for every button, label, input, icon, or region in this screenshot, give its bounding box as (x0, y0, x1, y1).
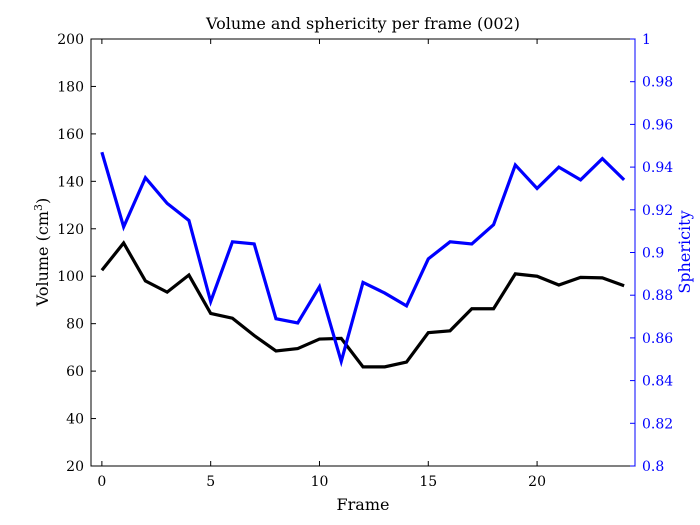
left-y-tick-label: 40 (66, 412, 84, 428)
x-tick-label: 20 (528, 474, 546, 490)
left-y-axis-label-main: Volume (cm (33, 211, 52, 307)
left-y-axis-label-suffix: ) (33, 198, 52, 204)
x-tick-label: 10 (311, 474, 329, 490)
right-y-tick-label: 0.82 (642, 416, 673, 432)
left-y-axis: 20 40 60 80 100 120 140 160 180 200 (57, 32, 96, 475)
plot-area (90, 38, 636, 467)
left-y-tick-label: 80 (66, 317, 84, 333)
x-tick-label: 5 (206, 474, 215, 490)
right-y-tick-label: 0.96 (642, 117, 673, 133)
right-y-tick-label: 0.92 (642, 203, 673, 219)
right-y-tick-label: 0.84 (642, 374, 673, 390)
right-y-tick-label: 1 (642, 32, 651, 48)
left-y-axis-label-superscript: 3 (32, 204, 45, 211)
left-y-tick-label: 60 (66, 364, 84, 380)
right-y-tick-label: 0.8 (642, 459, 664, 475)
chart-title: Volume and sphericity per frame (002) (205, 14, 520, 33)
right-y-tick-label: 0.88 (642, 288, 673, 304)
volume-series (100, 240, 625, 369)
right-y-tick-label: 0.86 (642, 331, 673, 347)
left-y-tick-label: 120 (57, 222, 84, 238)
series-layer (100, 151, 626, 369)
right-y-tick-label: 0.9 (642, 246, 664, 262)
right-y-tick-label: 0.98 (642, 75, 673, 91)
plot-border (90, 38, 636, 467)
series-line (100, 240, 625, 369)
series-line (100, 151, 626, 368)
sphericity-series (100, 151, 626, 368)
x-axis: 0 5 10 15 20 (97, 39, 546, 490)
left-y-tick-label: 160 (57, 127, 84, 143)
left-y-tick-label: 100 (57, 269, 84, 285)
left-y-tick-label: 140 (57, 174, 84, 190)
left-y-tick-label: 200 (57, 32, 84, 48)
right-y-axis-label: Sphericity (675, 210, 694, 293)
left-y-tick-label: 20 (66, 459, 84, 475)
x-tick-label: 15 (419, 474, 437, 490)
left-y-axis-label: Volume (cm3) (32, 198, 52, 308)
left-y-tick-label: 180 (57, 79, 84, 95)
right-y-axis: 0.8 0.82 0.84 0.86 0.88 0.9 0.92 0.94 0.96 0.98 1 (630, 32, 673, 475)
right-y-tick-label: 0.94 (642, 160, 673, 176)
x-axis-label: Frame (337, 495, 390, 514)
x-tick-label: 0 (97, 474, 106, 490)
